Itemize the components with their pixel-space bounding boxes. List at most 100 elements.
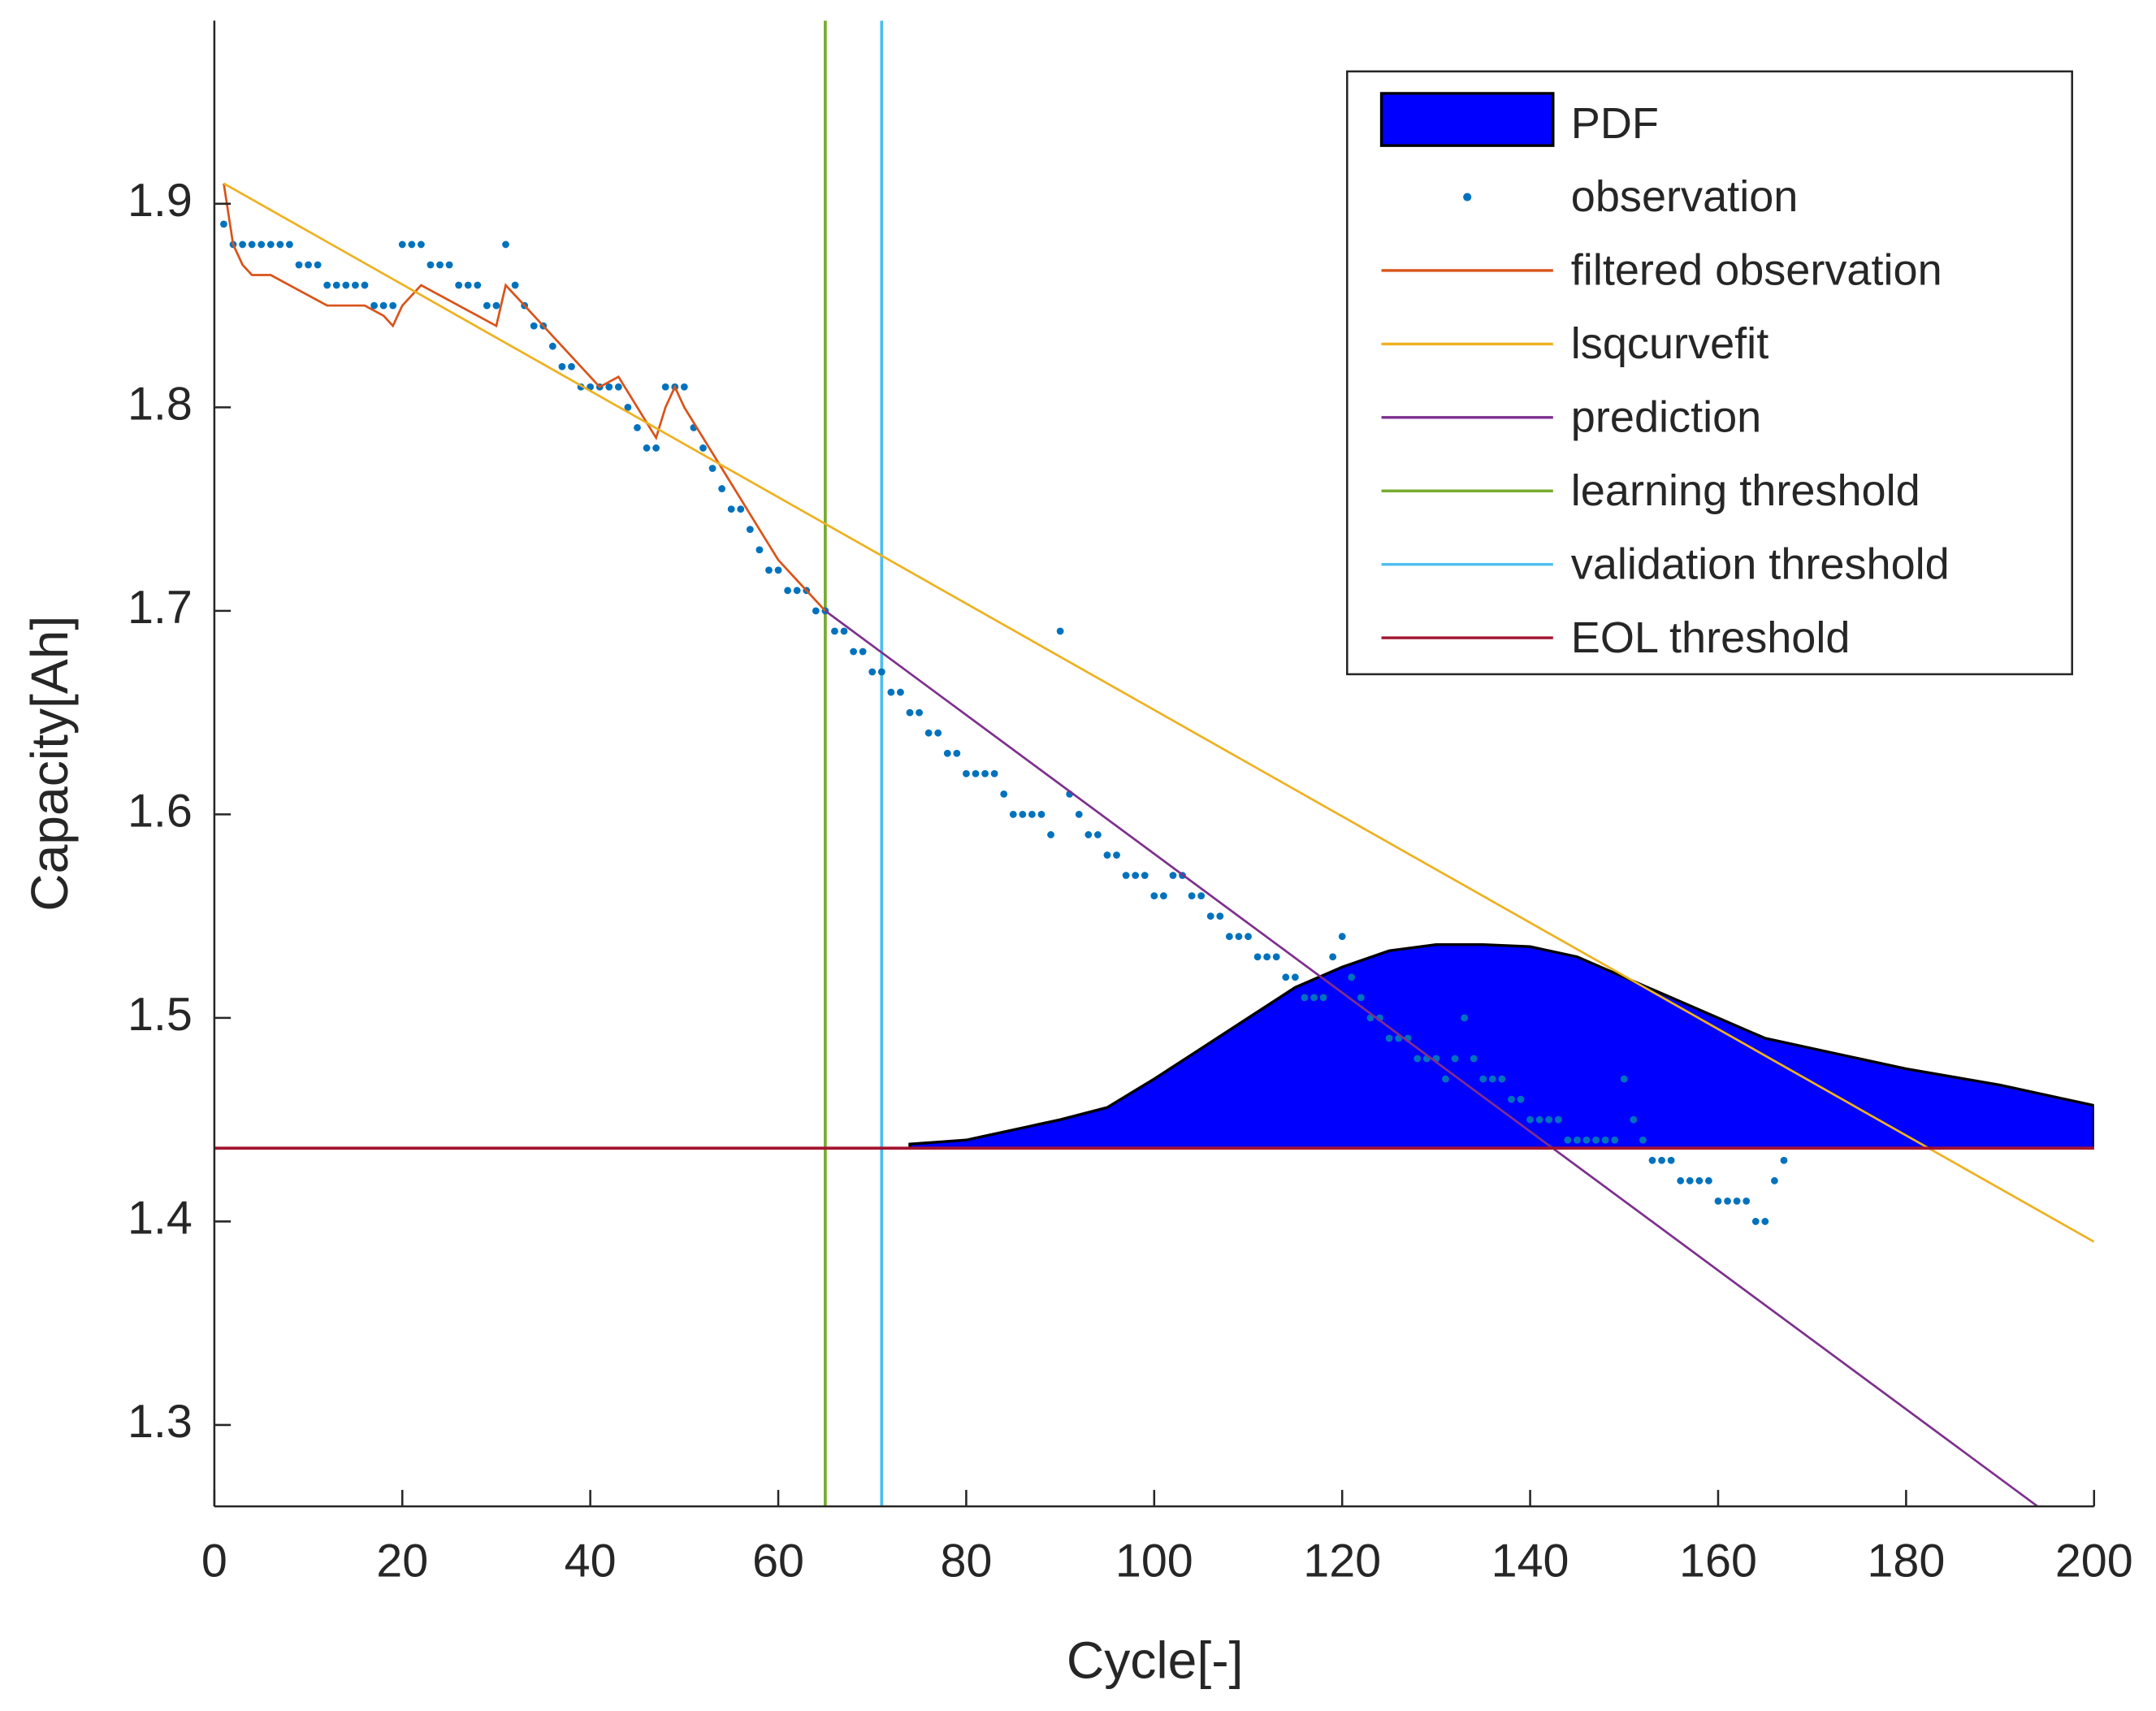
observation-point [1047,831,1054,838]
observation-point [1488,1075,1496,1083]
series-line [223,182,2094,1243]
observation-point [408,240,416,249]
observation-point [379,301,387,310]
observation-point [1000,790,1008,798]
observation-point [220,220,227,228]
observation-point [1592,1136,1600,1144]
legend-label: observation [1571,172,1799,221]
observation-point [511,281,519,289]
observation-point [1245,933,1252,941]
observation-point [483,301,491,310]
observation-point [906,708,914,717]
series-line [825,609,2039,1507]
observation-point [1545,1115,1553,1124]
observation-point [1658,1156,1665,1164]
observation-point [887,688,895,696]
observation-point [286,240,293,249]
observation-point [1253,953,1262,961]
observation-point [1451,1055,1459,1063]
observation-point [1338,933,1346,941]
observation-point [840,627,848,635]
y-tick-label: 1.4 [128,1193,193,1245]
observation-point [1056,627,1064,635]
x-tick-label: 0 [201,1535,227,1587]
observation-point [1216,912,1224,920]
legend-label: EOL threshold [1571,613,1851,662]
observation-point [661,383,669,391]
observation-point [708,465,717,472]
observation-point [1724,1197,1731,1205]
observation-point [568,362,575,370]
observation-point [1159,892,1167,899]
observation-point [765,566,773,574]
observation-point [1639,1136,1647,1144]
observation-point [859,648,867,656]
observation-point [1620,1075,1628,1083]
observation-point [634,424,641,431]
observation-point [474,281,482,289]
observation-point [239,240,246,249]
observation-point [1357,994,1365,1002]
observation-point [1122,872,1130,879]
x-tick-label: 20 [376,1535,428,1587]
observation-point [1611,1136,1619,1144]
observation-point [1780,1156,1788,1164]
observation-point [934,729,942,737]
observation-point [1141,872,1149,879]
observation-point [718,485,726,492]
observation-point [1677,1176,1685,1185]
observation-point [755,546,764,554]
observation-point [1093,831,1102,838]
observation-point [1019,810,1027,818]
observation-point [1751,1218,1760,1225]
observation-point [793,587,801,595]
observation-point [727,505,735,513]
observation-point [1564,1136,1572,1144]
observation-point [323,281,331,289]
observation-point [558,362,566,370]
observation-point [1667,1156,1675,1164]
observation-point [963,769,970,778]
x-axis-label: Cycle[-] [1067,1631,1244,1690]
observation-point [426,261,435,269]
observation-point [1310,994,1318,1002]
observation-point [530,322,538,330]
observation-point [1037,810,1046,818]
legend-box [1346,70,2073,676]
observation-point [248,240,256,249]
x-tick-label: 60 [752,1535,804,1587]
observation-point [1329,953,1337,961]
observation-point [643,444,651,452]
legend-label: learning threshold [1571,466,1920,515]
observation-point [746,526,754,534]
observation-point [1686,1176,1694,1185]
observation-point [1498,1075,1506,1083]
x-tick-label: 180 [1867,1535,1945,1587]
observation-point [924,729,933,737]
observation-point [1743,1197,1751,1205]
observation-point [877,668,885,676]
observation-point [1291,973,1299,981]
observation-point [1188,892,1196,899]
observation-point [990,769,998,778]
observation-point [1301,994,1309,1002]
legend-label: prediction [1571,392,1761,441]
observation-point [981,769,989,778]
observation-point [652,444,660,452]
series-line [223,183,826,612]
observation-point [943,749,951,757]
legend-label: PDF [1571,99,1659,148]
observation-point [314,261,322,269]
x-tick-label: 200 [2055,1535,2133,1587]
observation-point [605,383,613,391]
observation-point [831,627,838,635]
observation-point [1442,1075,1449,1083]
observation-point [1385,1034,1393,1042]
observation-point [614,383,622,391]
observation-point [1535,1115,1543,1124]
plot-area [214,20,2094,1507]
observation-point [266,240,275,249]
observation-point [850,648,857,656]
observation-point [1414,1055,1422,1063]
y-tick-label: 1.6 [128,786,193,838]
